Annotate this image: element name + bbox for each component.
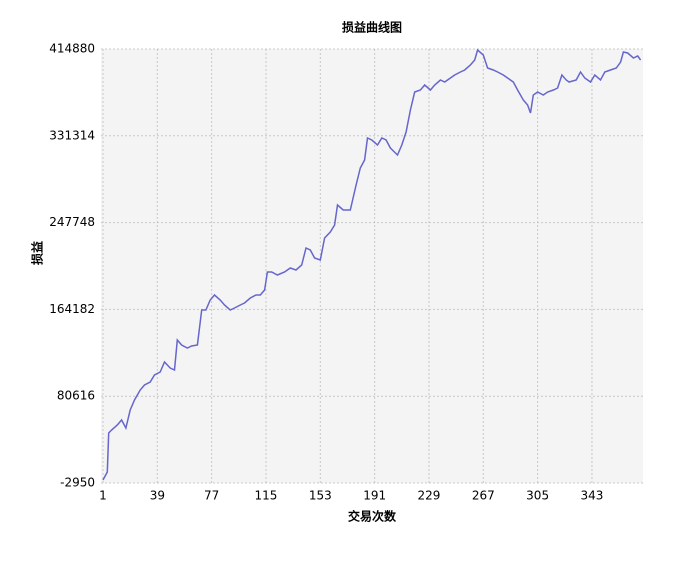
chart-title: 损益曲线图 xyxy=(342,20,402,35)
y-axis-label: 损益 xyxy=(30,241,45,265)
x-axis-label: 交易次数 xyxy=(348,509,397,524)
x-tick-label: 305 xyxy=(526,489,549,503)
x-tick-label: 1 xyxy=(99,489,107,503)
x-tick-label: 39 xyxy=(150,489,165,503)
y-tick-label: 164182 xyxy=(49,302,95,316)
x-tick-label: 191 xyxy=(363,489,386,503)
y-tick-label: 331314 xyxy=(49,128,95,142)
x-tick-label: 343 xyxy=(581,489,604,503)
plot-area xyxy=(101,49,643,483)
line-series xyxy=(102,48,642,481)
x-tick-label: 229 xyxy=(418,489,441,503)
x-tick-label: 267 xyxy=(472,489,495,503)
x-tick-label: 115 xyxy=(255,489,278,503)
y-tick-label: -2950 xyxy=(60,476,95,490)
x-tick-label: 77 xyxy=(204,489,219,503)
x-tick-label: 153 xyxy=(309,489,332,503)
y-tick-label: 247748 xyxy=(49,215,95,229)
y-tick-label: 414880 xyxy=(49,42,95,56)
y-tick-label: 80616 xyxy=(57,389,95,403)
